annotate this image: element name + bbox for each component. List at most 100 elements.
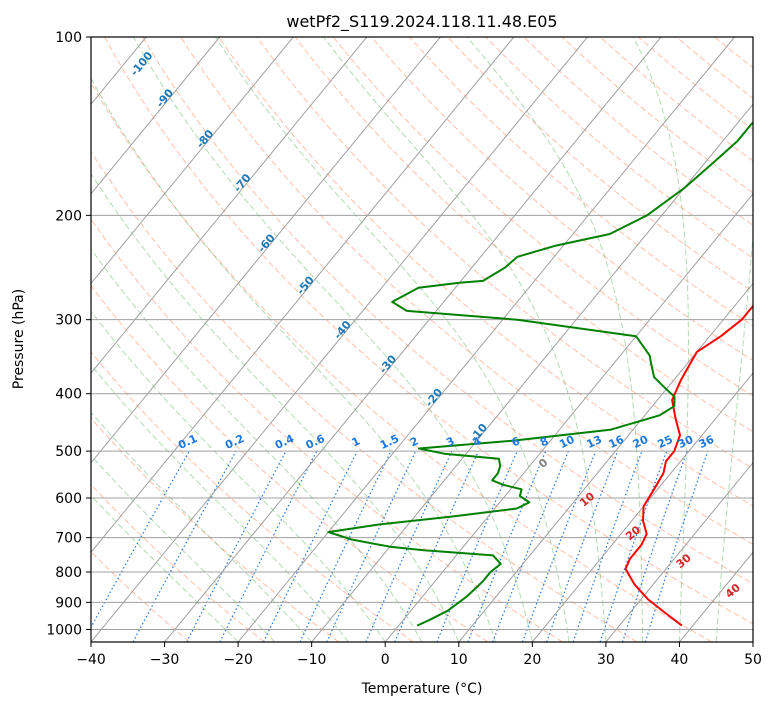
moist-adiabat: [91, 454, 276, 642]
dry-adiabat: [91, 81, 712, 642]
isotherm: [91, 37, 441, 464]
mixing-ratio-label: 10: [557, 433, 577, 451]
background-lines: [91, 37, 753, 642]
moist-adiabat: [215, 37, 570, 642]
mixing-ratio-label: 0.2: [223, 432, 246, 452]
mixing-ratio-label: 16: [607, 433, 627, 451]
isotherm: [311, 103, 753, 642]
dry-adiabat: [447, 37, 753, 293]
isotherm: [237, 37, 735, 642]
moist-adiabat: [632, 37, 689, 642]
y-axis-label: Pressure (hPa): [11, 289, 27, 389]
profiles: [327, 121, 753, 627]
dry-adiabat: [218, 37, 753, 507]
x-ticks: −40 −30 −20 −10 0 10 20 30 40 50: [76, 642, 762, 668]
height-label: -100: [128, 49, 156, 79]
mixing-ratio-label: 0.4: [273, 432, 296, 452]
isotherm: [91, 37, 515, 554]
mixing-ratio-line: [492, 450, 569, 642]
isotherm: [91, 37, 368, 374]
dry-adiabat: [752, 37, 753, 38]
moist-adiabat: [91, 364, 349, 642]
dry-adiabat: [91, 351, 414, 642]
moist-adiabat: [133, 37, 533, 642]
x-tick-label: 30: [597, 652, 615, 668]
isotherm: [531, 372, 753, 642]
isotherm: [164, 37, 662, 642]
y-tick-label: 800: [55, 565, 82, 581]
x-tick-label: −10: [297, 652, 327, 668]
dry-adiabat: [91, 218, 563, 642]
dry-adiabat: [91, 484, 265, 642]
isotherm: [91, 37, 221, 195]
y-tick-label: 200: [55, 208, 82, 224]
isotherm-label: 10: [577, 489, 597, 509]
height-label: -90: [154, 86, 177, 110]
plot-frame: [90, 36, 754, 643]
isotherm: [458, 282, 753, 642]
mixing-ratio-label: 20: [631, 433, 651, 451]
mixing-ratio-line: [132, 450, 237, 642]
dry-adiabat: [599, 37, 753, 162]
isotherm: [679, 551, 753, 642]
chart-title: wetPf2_S119.2024.118.11.48.E05: [286, 12, 557, 32]
mixing-ratio-label: 30: [676, 433, 696, 451]
x-tick-label: 50: [744, 652, 762, 668]
mixing-ratio-label: 1.5: [378, 432, 401, 452]
dry-adiabat: [180, 37, 753, 546]
x-tick-label: −20: [223, 652, 253, 668]
mixing-ratio-line: [546, 450, 619, 642]
mixing-ratio-label: 0.1: [176, 432, 199, 452]
x-tick-label: −30: [150, 652, 180, 668]
y-tick-label: 500: [55, 444, 82, 460]
y-tick-label: 400: [55, 387, 82, 403]
y-tick-label: 300: [55, 313, 82, 329]
moist-adiabat: [715, 230, 753, 642]
isotherm-label: 30: [674, 551, 694, 571]
temperature-profile: [624, 304, 753, 627]
dry-adiabat: [104, 37, 753, 625]
y-ticks: 100 200 300 400 500 600 700 800 900 1000: [46, 30, 91, 638]
x-tick-label: 0: [381, 652, 390, 668]
height-label: -60: [255, 231, 278, 255]
height-label: -40: [331, 318, 354, 342]
dry-adiabat: [485, 37, 753, 259]
mixing-ratio-label: 36: [697, 433, 717, 451]
y-tick-label: 700: [55, 531, 82, 547]
dry-adiabat: [561, 37, 753, 194]
isotherm: [752, 641, 753, 642]
x-tick-label: 40: [671, 652, 689, 668]
height-label: -10: [467, 421, 490, 445]
moist-adiabat: [466, 37, 644, 642]
y-tick-label: 1000: [46, 622, 82, 638]
moist-adiabat: [91, 77, 497, 642]
height-label: -70: [231, 171, 254, 195]
mixing-ratio-label: 25: [656, 433, 675, 451]
moist-adiabat: [323, 37, 607, 642]
mixing-ratio-line: [521, 450, 597, 642]
y-tick-label: 900: [55, 595, 82, 611]
dry-adiabat: [332, 37, 753, 397]
dry-adiabat: [676, 37, 753, 99]
mixing-ratio-line: [644, 450, 709, 642]
isotherm: [91, 37, 588, 642]
isotherm-label: 40: [723, 581, 743, 601]
mixing-ratio-label: 1: [350, 434, 362, 449]
height-label: -20: [423, 386, 446, 410]
mixing-ratio-label: 6: [510, 434, 523, 449]
dry-adiabat: [142, 37, 753, 585]
mixing-ratio-label: 13: [585, 433, 604, 451]
dry-adiabat: [294, 37, 753, 433]
mixing-ratio-line: [394, 450, 480, 642]
dry-adiabat: [256, 37, 753, 470]
dry-adiabat: [523, 37, 753, 226]
isotherm: [605, 461, 753, 642]
mixing-ratio-line: [622, 450, 688, 642]
x-tick-label: 20: [523, 652, 541, 668]
isotherm-label: 0: [536, 456, 550, 471]
mixing-ratio-line: [365, 450, 453, 642]
dewpoint-profile: [327, 121, 753, 627]
dry-adiabat: [91, 284, 489, 642]
mixing-ratio-line: [467, 450, 547, 642]
